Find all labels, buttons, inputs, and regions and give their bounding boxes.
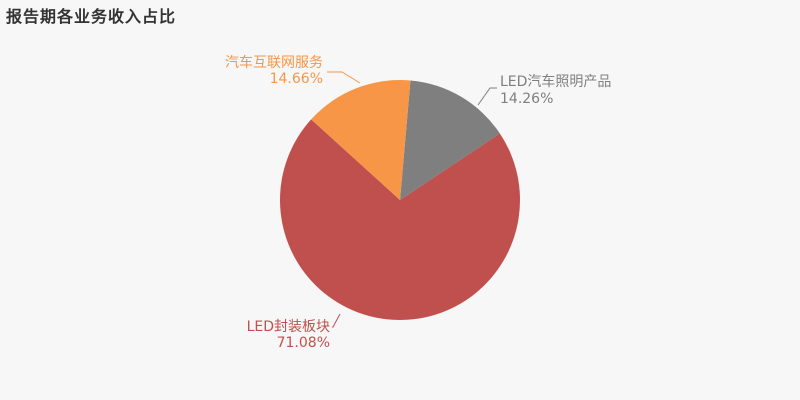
slice-name-label: LED汽车照明产品 (500, 73, 611, 90)
leader-line (332, 313, 341, 328)
slice-value-label: 14.26% (500, 91, 553, 107)
slice-name-label: LED封装板块 (247, 319, 330, 335)
slice-name-label: 汽车互联网服务 (225, 54, 323, 71)
chart-title: 报告期各业务收入占比 (6, 7, 177, 26)
slice-value-label: 71.08% (277, 335, 330, 351)
leader-line (477, 87, 497, 106)
pie-slice (400, 80, 500, 200)
slice-value-label: 14.66% (270, 71, 323, 87)
pie-slice (280, 119, 521, 321)
pie-slice (311, 80, 411, 200)
leader-line (327, 71, 361, 84)
